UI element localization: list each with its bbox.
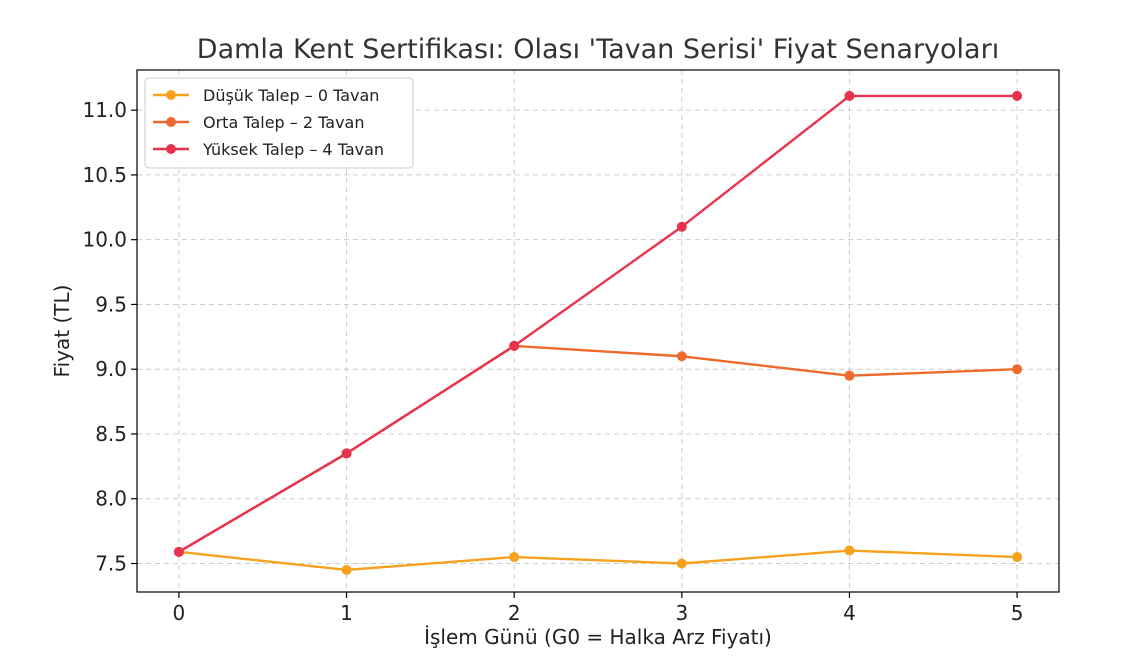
x-tick-label: 1: [340, 601, 353, 625]
y-tick-label: 10.5: [82, 163, 127, 187]
data-point: [844, 370, 855, 381]
plot-frame: [136, 69, 1060, 593]
series-line: [178, 344, 1018, 553]
y-tick-label: 9.0: [95, 357, 127, 381]
legend-box: [144, 77, 414, 169]
legend-swatch-marker: [166, 144, 176, 154]
data-point: [1012, 552, 1023, 563]
legend-swatch-marker: [166, 117, 176, 127]
x-tick-label: 4: [843, 601, 856, 625]
series-1: [173, 340, 1023, 557]
data-point: [1012, 364, 1023, 375]
series-layer: [173, 90, 1023, 575]
data-point: [844, 90, 855, 101]
data-point: [173, 546, 184, 557]
x-axis: 0 1 2 3 4 5: [173, 592, 1024, 625]
data-point: [1012, 90, 1023, 101]
data-point: [676, 221, 687, 232]
y-tick-label: 9.5: [95, 292, 127, 316]
data-point: [844, 545, 855, 556]
y-tick-label: 8.5: [95, 422, 127, 446]
x-tick-label: 5: [1011, 601, 1024, 625]
series-line: [178, 94, 1018, 553]
y-axis: 7.5 8.0 8.5 9.0 9.5 10.0 10.5 11.0: [82, 98, 137, 576]
data-point: [341, 564, 352, 575]
legend: Düşük Talep – 0 Tavan Orta Talep – 2 Tava…: [144, 77, 414, 169]
data-point: [509, 552, 520, 563]
y-tick-label: 10.0: [82, 228, 127, 252]
y-axis-label: Fiyat (TL): [50, 285, 74, 378]
x-axis-label: İşlem Günü (G0 = Halka Arz Fiyatı): [424, 625, 772, 649]
data-point: [676, 351, 687, 362]
data-point: [509, 340, 520, 351]
legend-label: Düşük Talep – 0 Tavan: [203, 86, 379, 105]
legend-label: Yüksek Talep – 4 Tavan: [202, 140, 384, 159]
series-0: [173, 545, 1023, 575]
legend-swatch-marker: [166, 90, 176, 100]
series-line: [178, 549, 1018, 572]
x-tick-label: 3: [675, 601, 688, 625]
x-tick-label: 0: [173, 601, 186, 625]
data-point: [341, 448, 352, 459]
series-2: [173, 90, 1023, 557]
x-tick-label: 2: [508, 601, 521, 625]
y-tick-label: 8.0: [95, 487, 127, 511]
y-tick-label: 11.0: [82, 98, 127, 122]
data-point: [676, 558, 687, 569]
y-tick-label: 7.5: [95, 552, 127, 576]
legend-label: Orta Talep – 2 Tavan: [203, 113, 365, 132]
chart-title: Damla Kent Sertifikası: Olası 'Tavan Ser…: [197, 34, 999, 65]
